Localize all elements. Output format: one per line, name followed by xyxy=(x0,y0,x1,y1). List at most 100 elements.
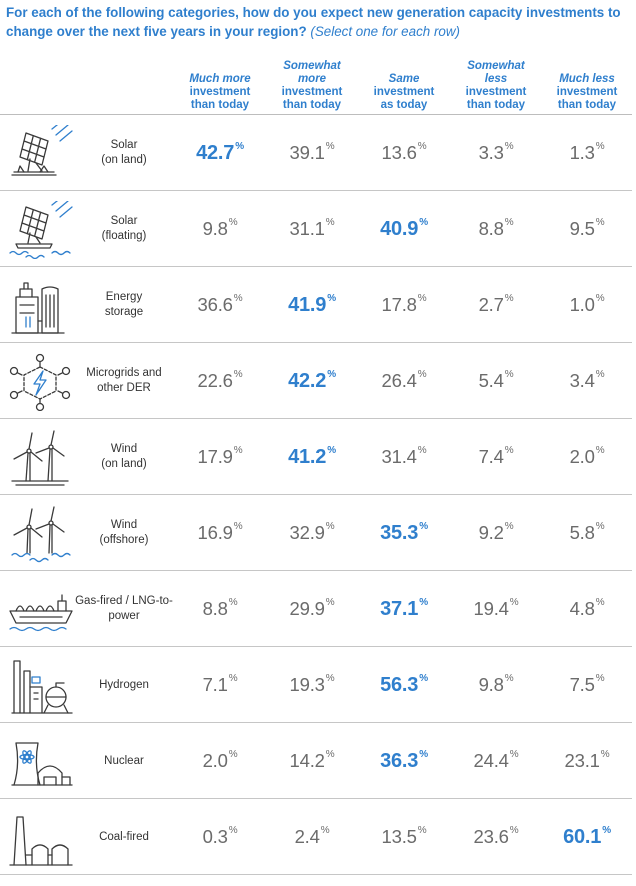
value-unit: % xyxy=(595,444,605,456)
value-unit: % xyxy=(417,140,427,152)
data-value: 9.8% xyxy=(450,647,542,723)
value-number: 41.2 xyxy=(288,445,327,468)
header-somewhat-less: Somewhat less investment than today xyxy=(450,52,542,112)
data-value: 39.1% xyxy=(266,115,358,191)
header-line: investment xyxy=(465,86,527,98)
value-number: 22.6 xyxy=(197,370,233,391)
header-line: investment xyxy=(281,86,343,98)
data-value: 3.3% xyxy=(450,115,542,191)
row-label-line: (on land) xyxy=(101,154,147,166)
row-label: Coal-fired xyxy=(74,799,174,875)
value-unit: % xyxy=(325,748,335,760)
header-line: more xyxy=(297,73,327,85)
header-much-less: Much less investment than today xyxy=(542,52,632,112)
table-row: Gas-fired / LNG-to-power 8.8% 29.9% 37.1% 19… xyxy=(0,571,632,647)
value-unit: % xyxy=(504,368,514,380)
row-label-line: Solar xyxy=(110,215,138,227)
value-number: 37.1 xyxy=(380,597,419,620)
value-number: 2.0 xyxy=(202,750,228,771)
value-number: 60.1 xyxy=(563,825,602,848)
value-number: 1.0 xyxy=(569,294,595,315)
data-value: 0.3% xyxy=(174,799,266,875)
data-value: 60.1% xyxy=(542,799,632,875)
header-line: investment xyxy=(189,86,251,98)
row-label-line: (offshore) xyxy=(99,534,149,546)
data-value: 13.5% xyxy=(358,799,450,875)
value-unit: % xyxy=(595,216,605,228)
value-number: 5.4 xyxy=(478,370,504,391)
value-unit: % xyxy=(320,824,330,836)
row-label-line: (floating) xyxy=(101,230,147,242)
column-headers: Much more investment than today Somewhat mo… xyxy=(0,52,636,114)
value-unit: % xyxy=(504,140,514,152)
data-value: 1.0% xyxy=(542,267,632,343)
header-line: Same xyxy=(388,73,420,85)
data-value: 42.2% xyxy=(266,343,358,419)
offshore-wind-icon xyxy=(8,505,76,563)
header-much-more: Much more investment than today xyxy=(174,52,266,112)
row-label-line: Solar xyxy=(110,139,138,151)
data-value: 2.0% xyxy=(542,419,632,495)
table-row: Nuclear 2.0% 14.2% 36.3% 24.4% 23.1% xyxy=(0,723,632,799)
value-number: 36.3 xyxy=(380,749,419,772)
value-number: 29.9 xyxy=(289,598,325,619)
table-row: Coal-fired 0.3% 2.4% 13.5% 23.6% 60.1% xyxy=(0,799,632,875)
data-value: 42.7% xyxy=(174,115,266,191)
value-number: 1.3 xyxy=(569,142,595,163)
header-line: Much more xyxy=(189,73,251,85)
header-line: investment xyxy=(373,86,435,98)
lng-ship-icon xyxy=(8,581,76,639)
data-value: 9.5% xyxy=(542,191,632,267)
value-unit: % xyxy=(419,216,428,228)
header-line: than today xyxy=(466,99,526,111)
data-value: 14.2% xyxy=(266,723,358,799)
row-label-line: storage xyxy=(104,306,144,318)
value-unit: % xyxy=(595,596,605,608)
value-unit: % xyxy=(325,520,335,532)
value-unit: % xyxy=(595,368,605,380)
row-label: Solar (floating) xyxy=(74,191,174,267)
value-unit: % xyxy=(233,444,243,456)
value-number: 19.4 xyxy=(473,598,509,619)
data-value: 5.4% xyxy=(450,343,542,419)
value-unit: % xyxy=(504,292,514,304)
value-unit: % xyxy=(600,748,610,760)
value-number: 17.9 xyxy=(197,446,233,467)
data-value: 40.9% xyxy=(358,191,450,267)
data-value: 26.4% xyxy=(358,343,450,419)
table-row: Wind (offshore) 16.9% 32.9% 35.3% 9.2% 5.8% xyxy=(0,495,632,571)
value-number: 13.6 xyxy=(381,142,417,163)
table-row: Wind (on land) 17.9% 41.2% 31.4% 7.4% 2.0% xyxy=(0,419,632,495)
value-unit: % xyxy=(509,596,519,608)
value-number: 2.4 xyxy=(294,826,320,847)
nuclear-plant-icon xyxy=(8,733,76,791)
value-number: 31.4 xyxy=(381,446,417,467)
row-label-line: Energy xyxy=(105,291,143,303)
value-unit: % xyxy=(419,672,428,684)
value-number: 32.9 xyxy=(289,522,325,543)
value-number: 7.5 xyxy=(569,674,595,695)
data-value: 2.7% xyxy=(450,267,542,343)
value-unit: % xyxy=(417,368,427,380)
row-label-line: Gas-fired / LNG-to- xyxy=(75,595,173,607)
data-value: 23.6% xyxy=(450,799,542,875)
value-number: 36.6 xyxy=(197,294,233,315)
value-unit: % xyxy=(595,520,605,532)
data-value: 22.6% xyxy=(174,343,266,419)
value-unit: % xyxy=(233,292,243,304)
row-label: Nuclear xyxy=(74,723,174,799)
value-unit: % xyxy=(228,824,238,836)
value-unit: % xyxy=(419,596,428,608)
data-value: 7.5% xyxy=(542,647,632,723)
value-unit: % xyxy=(504,216,514,228)
value-number: 0.3 xyxy=(202,826,228,847)
data-value: 41.9% xyxy=(266,267,358,343)
value-unit: % xyxy=(417,292,427,304)
data-value: 9.8% xyxy=(174,191,266,267)
header-line: than today xyxy=(557,99,617,111)
row-label: Wind (offshore) xyxy=(74,495,174,571)
value-number: 23.1 xyxy=(564,750,600,771)
data-value: 29.9% xyxy=(266,571,358,647)
data-value: 13.6% xyxy=(358,115,450,191)
data-value: 23.1% xyxy=(542,723,632,799)
